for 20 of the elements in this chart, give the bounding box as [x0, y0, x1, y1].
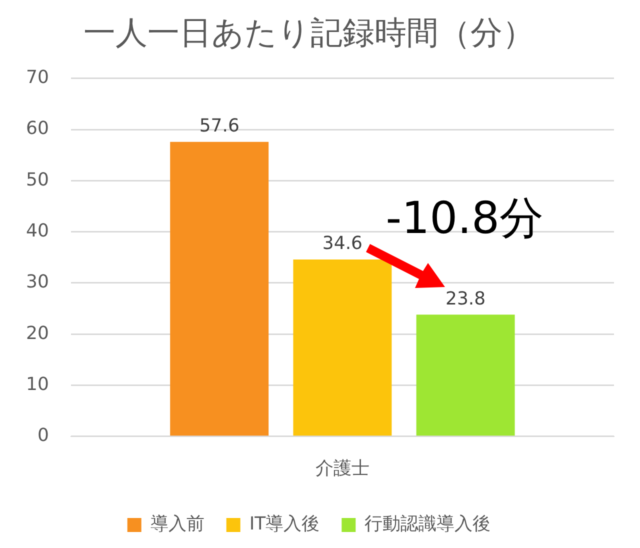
data-label: 57.6	[199, 115, 240, 136]
y-tick-label: 30	[26, 272, 49, 293]
bar	[416, 314, 515, 436]
y-tick-label: 10	[26, 374, 49, 395]
y-tick-label: 20	[26, 322, 49, 344]
annotation: -10.8分	[386, 192, 544, 244]
y-tick-label: 50	[26, 169, 49, 190]
chart-title: 一人一日あたり記録時間（分）	[84, 14, 534, 52]
y-tick-label: 70	[26, 67, 49, 88]
x-tick-label: 介護士	[315, 458, 370, 479]
y-tick-label: 40	[26, 220, 49, 242]
data-label: 23.8	[446, 288, 486, 310]
data-label: 34.6	[322, 233, 362, 254]
bar	[170, 142, 269, 436]
y-tick-label: 0	[37, 425, 49, 446]
legend-label: 行動認識導入後	[364, 514, 491, 535]
legend-label: 導入前	[150, 514, 204, 535]
bar	[293, 259, 392, 436]
y-tick-label: 60	[26, 118, 49, 140]
legend-label: IT導入後	[249, 514, 320, 535]
